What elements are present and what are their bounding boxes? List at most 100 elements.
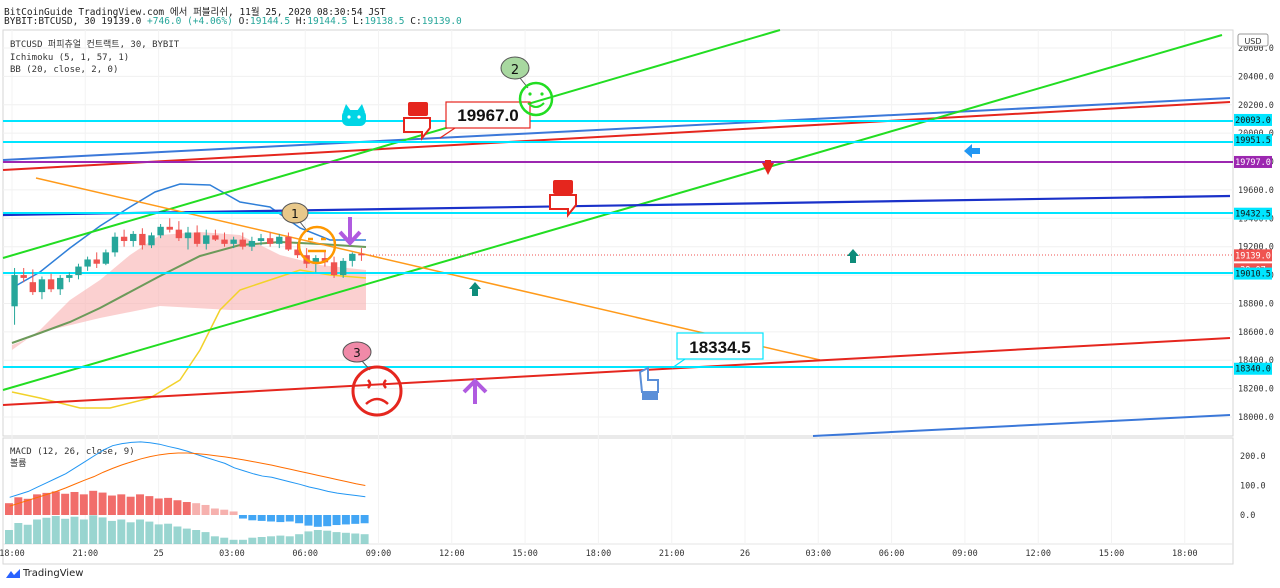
macd-histogram-bar — [341, 515, 350, 525]
volume-bar — [70, 516, 79, 544]
candle-body — [29, 282, 37, 293]
candle-body — [102, 252, 110, 264]
volume-bar — [285, 536, 294, 544]
volume-bar — [79, 519, 88, 544]
low-value: 19138.5 — [364, 16, 405, 27]
volume-bar — [323, 530, 332, 544]
candle-body — [111, 236, 119, 253]
volume-bar — [332, 532, 341, 544]
candle-body — [93, 259, 100, 264]
price-label-text: 19797.0 — [1235, 158, 1271, 168]
volume-bar — [248, 537, 257, 544]
candle-body — [266, 238, 274, 244]
macd-tick: 100.0 — [1240, 482, 1266, 492]
macd-histogram-bar — [154, 498, 163, 515]
price-label: 19432.5 — [1234, 207, 1272, 220]
price-tick: 19600.0 — [1238, 186, 1274, 196]
price-tick: 18200.0 — [1238, 385, 1274, 395]
volume-bar — [304, 531, 313, 544]
volume-bar — [154, 524, 163, 544]
trendline-orange — [35, 177, 821, 361]
time-tick: 12:00 — [1025, 549, 1051, 559]
time-tick: 25 — [153, 549, 163, 559]
high-value: 19144.5 — [307, 16, 348, 27]
volume-bar — [210, 536, 219, 544]
candle-body — [349, 253, 356, 261]
volume-bar — [5, 530, 13, 544]
header-ohlc-line: BYBIT:BTCUSD, 30 19139.0 +746.0 (+4.06%)… — [4, 16, 462, 27]
volume-bar — [14, 523, 23, 544]
volume-bar — [341, 532, 350, 544]
marker-2[interactable]: 2 — [500, 56, 530, 89]
candle-body — [312, 258, 319, 264]
close-value: 19139.0 — [421, 16, 462, 27]
candle-body — [38, 279, 46, 293]
candle-body — [120, 236, 128, 242]
macd-histogram-bar — [285, 515, 294, 522]
volume-bar — [89, 515, 98, 544]
volume-bar — [33, 519, 42, 544]
macd-title: MACD (12, 26, close, 9) — [10, 447, 135, 457]
arrow-left-icon — [964, 144, 980, 158]
trendline-red-upper — [2, 101, 1231, 171]
candle-body — [84, 259, 91, 267]
macd-histogram-bar — [201, 504, 210, 515]
price-label: 20093.0 — [1234, 113, 1272, 126]
change-label: +746.0 (+4.06%) — [147, 16, 233, 27]
macd-histogram-bar — [117, 494, 126, 515]
macd-histogram-bar — [107, 495, 116, 515]
volume-bar — [98, 517, 107, 544]
volume-bar — [229, 539, 238, 544]
candles — [11, 218, 365, 325]
macd-histogram-bar — [182, 502, 191, 515]
volume-bar — [313, 530, 322, 544]
macd-histogram-bar — [173, 500, 182, 515]
callout-19967[interactable]: 19967.0 — [439, 101, 531, 139]
macd-histogram-bar — [192, 503, 201, 515]
time-tick: 26 — [740, 549, 750, 559]
marker-1[interactable]: 1 — [281, 202, 309, 233]
volume-bar — [126, 522, 135, 544]
currency-badge[interactable] — [1237, 33, 1269, 47]
trendline-navy — [2, 194, 1231, 217]
macd-histogram-bar — [313, 515, 322, 527]
price-label-text: 20093.0 — [1235, 116, 1271, 126]
candle-body — [57, 277, 64, 290]
candle-body — [11, 275, 18, 307]
macd-histogram-bar — [351, 515, 360, 524]
time-tick: 06:00 — [879, 549, 905, 559]
candle-body — [203, 235, 210, 244]
price-tick: 18400.0 — [1238, 356, 1274, 366]
time-tick: 03:00 — [219, 549, 245, 559]
macd-histogram-bar — [220, 509, 229, 515]
arrow-up-icon — [469, 282, 481, 296]
bb-upper — [11, 183, 366, 289]
marker-1-text: 1 — [291, 207, 299, 221]
marker-3[interactable]: 3 — [342, 341, 372, 371]
legend-ichimoku: Ichimoku (5, 1, 57, 1) — [10, 53, 129, 63]
ichimoku-cloud — [12, 232, 366, 350]
price-display: 19139.0 — [101, 16, 142, 27]
macd-histogram-bar — [164, 497, 173, 515]
candle-body — [257, 238, 265, 242]
macd-histogram-bar — [126, 496, 135, 515]
callout-18334[interactable]: 18334.5 — [671, 332, 764, 369]
candle-body — [276, 236, 283, 244]
price-tick: 18000.0 — [1238, 413, 1274, 423]
macd-histogram-bar — [14, 497, 23, 515]
candle-body — [66, 275, 73, 278]
volume-bar — [42, 517, 51, 544]
candle-body — [285, 236, 292, 250]
arrow-down-icon — [338, 217, 362, 246]
time-tick: 18:00 — [586, 549, 612, 559]
volume-bar — [295, 534, 304, 544]
candle-body — [166, 226, 173, 230]
cat-icon — [342, 104, 366, 126]
volume-bar — [192, 530, 201, 544]
trendline-blue-upper — [2, 97, 1231, 161]
macd-histogram-bar — [295, 515, 304, 524]
symbol-label[interactable]: BYBIT:BTCUSD, 30 — [4, 16, 96, 27]
volume-bar — [220, 537, 229, 544]
macd-histogram-bar — [257, 515, 266, 521]
